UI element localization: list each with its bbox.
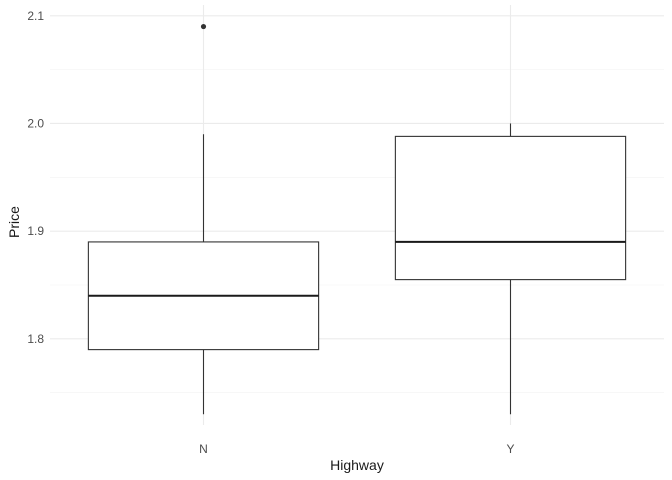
box-N [87, 23, 320, 415]
x-tick-label: Y [506, 442, 514, 456]
outlier-point [200, 23, 207, 30]
y-axis-title: Price [6, 206, 22, 238]
y-tick-label: 2.1 [27, 9, 44, 23]
y-tick-label: 1.9 [27, 224, 44, 238]
x-tick-label: N [199, 442, 208, 456]
iqr-box [394, 135, 627, 281]
y-tick-label: 1.8 [27, 332, 44, 346]
box-Y [394, 123, 627, 415]
y-tick-label: 2.0 [27, 116, 44, 130]
boxes [87, 23, 627, 415]
y-axis-ticks: 1.8 1.9 2.0 2.1 [27, 9, 44, 346]
x-axis-title: Highway [330, 457, 384, 473]
